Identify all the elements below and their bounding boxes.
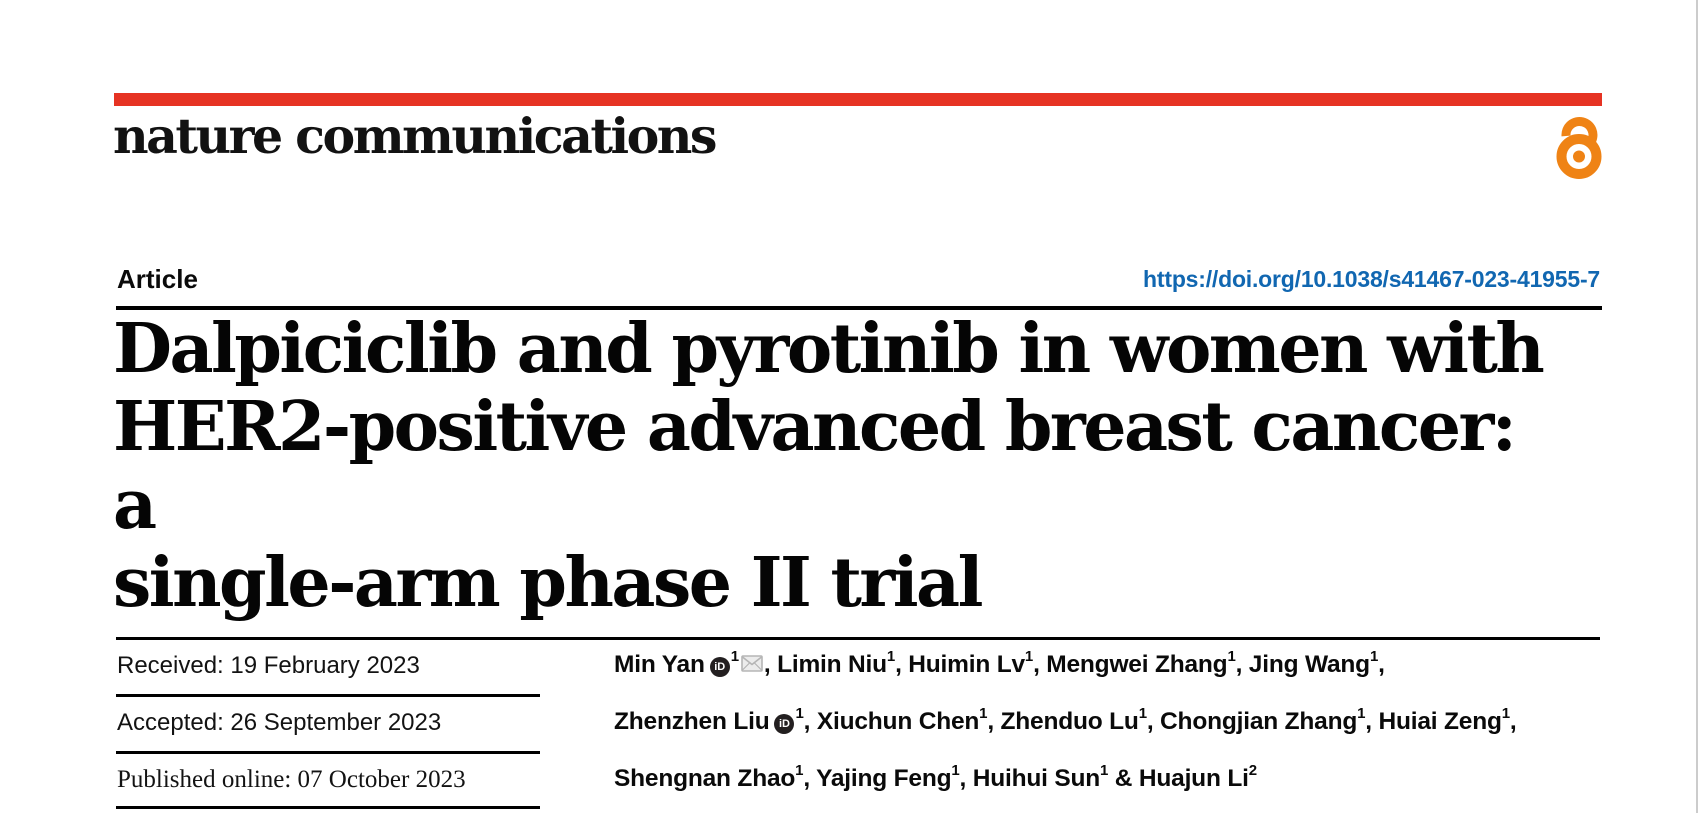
affiliation-superscript: 1 xyxy=(795,704,804,722)
author-name: , Jing Wang xyxy=(1235,651,1371,678)
paper-title-line: Dalpiciclib and pyrotinib in women with xyxy=(113,309,1545,389)
author-name: , Limin Niu xyxy=(763,651,887,678)
accepted-date: Accepted: 26 September 2023 xyxy=(117,709,442,736)
affiliation-superscript: 1 xyxy=(951,761,960,779)
history-table-bottom-rule xyxy=(116,806,540,809)
history-table-rule xyxy=(116,694,540,697)
paper-title-line: single-arm phase II trial xyxy=(113,543,983,623)
affiliation-superscript: 1 xyxy=(1024,647,1034,665)
open-access-icon[interactable] xyxy=(1556,110,1602,180)
affiliation-superscript: 1 xyxy=(1501,704,1510,722)
affiliation-superscript: 1 xyxy=(886,647,896,665)
author-list: Min Yan iD1, Limin Niu1, Huimin Lv1, Meng… xyxy=(614,648,1604,819)
masthead-red-bar xyxy=(114,93,1602,106)
journal-logo: nature communications xyxy=(113,107,718,165)
author-name: , Huihui Sun xyxy=(959,765,1101,792)
published-date: Published online: 07 October 2023 xyxy=(117,766,466,793)
author-name: , Mengwei Zhang xyxy=(1033,651,1228,678)
author-name: , xyxy=(1509,708,1517,735)
affiliation-superscript: 2 xyxy=(1248,761,1257,779)
paper-title: Dalpiciclib and pyrotinib in women with … xyxy=(113,310,1573,622)
doi-link[interactable]: https://doi.org/10.1038/s41467-023-41955… xyxy=(1143,266,1600,292)
email-icon[interactable] xyxy=(741,648,763,682)
orcid-icon[interactable]: iD xyxy=(709,657,730,677)
affiliation-superscript: 1 xyxy=(1227,647,1236,665)
author-name: Min Yan xyxy=(614,651,705,678)
history-table-rule xyxy=(116,751,540,754)
author-name: Zhenzhen Liu xyxy=(614,708,770,735)
author-name: & Huajun Li xyxy=(1108,765,1249,792)
author-name: , xyxy=(1378,651,1385,678)
affiliation-superscript: 1 xyxy=(1369,647,1379,665)
history-table-top-rule xyxy=(116,637,1600,640)
affiliation-superscript: 1 xyxy=(730,647,739,665)
affiliation-superscript: 1 xyxy=(1100,761,1109,779)
header-rule xyxy=(116,306,1602,310)
orcid-icon[interactable]: iD xyxy=(774,714,795,734)
author-name: , Huiai Zeng xyxy=(1365,708,1502,735)
author-name: , Huimin Lv xyxy=(895,651,1025,678)
page-edge-divider xyxy=(1696,0,1698,813)
author-line: Zhenzhen Liu iD1, Xiuchun Chen1, Zhenduo … xyxy=(614,705,1604,762)
author-name: Shengnan Zhao xyxy=(614,765,796,792)
affiliation-superscript: 1 xyxy=(979,704,988,722)
affiliation-superscript: 1 xyxy=(1138,704,1147,722)
affiliation-superscript: 1 xyxy=(1357,704,1366,722)
author-name: , Xiuchun Chen xyxy=(803,708,980,735)
paper-title-line: HER2-positive advanced breast cancer: a xyxy=(113,387,1517,545)
author-name: , Chongjian Zhang xyxy=(1146,708,1358,735)
received-date: Received: 19 February 2023 xyxy=(117,652,420,679)
author-line: Min Yan iD1, Limin Niu1, Huimin Lv1, Meng… xyxy=(614,648,1604,705)
affiliation-superscript: 1 xyxy=(795,761,804,779)
author-name: , Yajing Feng xyxy=(803,765,952,792)
author-line: Shengnan Zhao1, Yajing Feng1, Huihui Sun… xyxy=(614,762,1604,819)
author-name: , Zhenduo Lu xyxy=(987,708,1139,735)
article-type-label: Article xyxy=(117,264,198,294)
